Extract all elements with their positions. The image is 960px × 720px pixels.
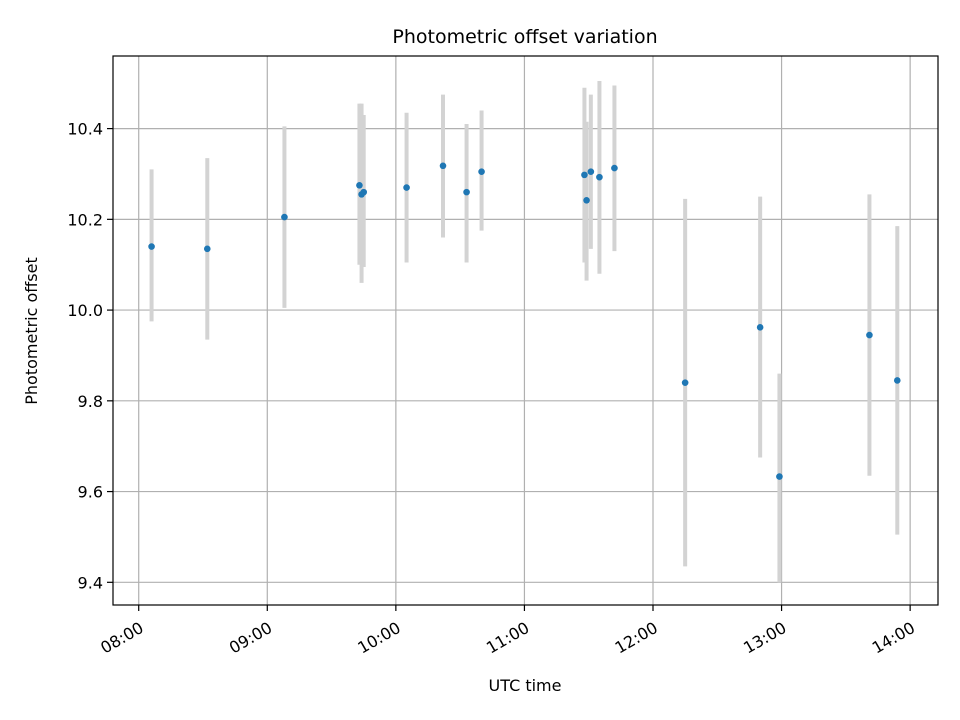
y-tick-label: 9.8 [78,392,103,411]
y-axis-label: Photometric offset [22,257,41,405]
data-point [478,168,485,175]
data-point [148,243,155,250]
data-point [403,184,410,191]
data-point-layer [148,162,901,480]
data-point [439,162,447,170]
data-point [581,171,588,179]
chart-title: Photometric offset variation [392,26,657,48]
data-point [893,377,901,384]
data-point [583,196,590,204]
data-point [203,245,211,253]
data-point [611,164,618,172]
data-point [463,188,470,196]
plot-area-frame [112,55,939,606]
y-tick-label: 9.6 [78,483,103,502]
data-point [866,331,873,339]
y-tick-label: 10.2 [67,210,103,229]
y-axis-ticks: 9.4 9.6 9.8 10.0 10.2 10.4 [67,120,113,592]
data-point [681,379,689,386]
y-tick-label: 10.4 [67,120,103,139]
data-point [356,182,363,189]
x-axis-label: UTC time [489,676,562,695]
data-point [281,213,288,221]
data-point [596,173,603,181]
y-tick-label: 9.4 [78,573,103,592]
data-point [756,324,764,331]
y-tick-label: 10.0 [67,301,103,320]
data-point [587,168,595,175]
data-point [360,188,368,196]
grid-layer [113,56,938,605]
data-point [776,473,783,480]
